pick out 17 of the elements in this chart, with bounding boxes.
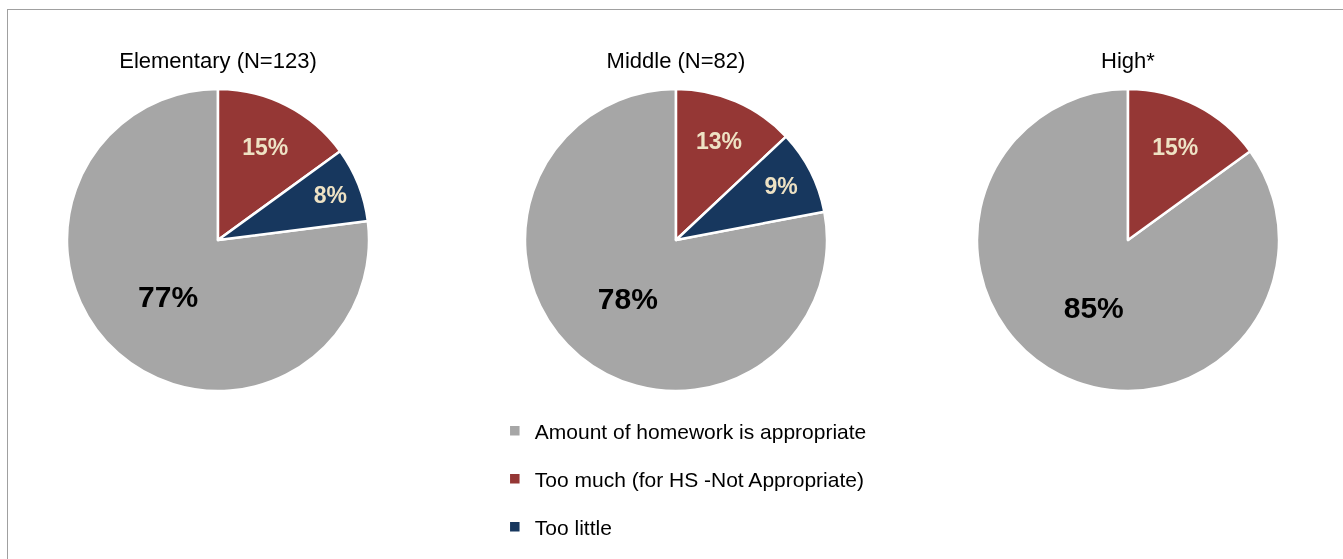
pie-slice (523, 87, 828, 393)
legend-label: Too little (534, 515, 612, 539)
chart-title: Elementary (N=123) (119, 47, 317, 73)
data-label: 77% (138, 280, 199, 314)
legend-label: Too much (for HS -Not Appropriate) (534, 467, 864, 491)
data-label: 8% (313, 182, 348, 209)
chart-title: High* (1101, 47, 1156, 73)
legend-label: Amount of homework is appropriate (534, 419, 867, 443)
data-label: 85% (1063, 290, 1124, 324)
pie-slice (975, 87, 1281, 393)
chart-title: Middle (N=82) (606, 47, 746, 73)
pie-slice (65, 87, 371, 393)
data-label: 13% (695, 127, 742, 154)
data-label: 15% (242, 134, 289, 161)
data-label: 9% (764, 173, 798, 200)
data-label: 78% (597, 281, 658, 315)
data-label: 15% (1152, 134, 1199, 161)
